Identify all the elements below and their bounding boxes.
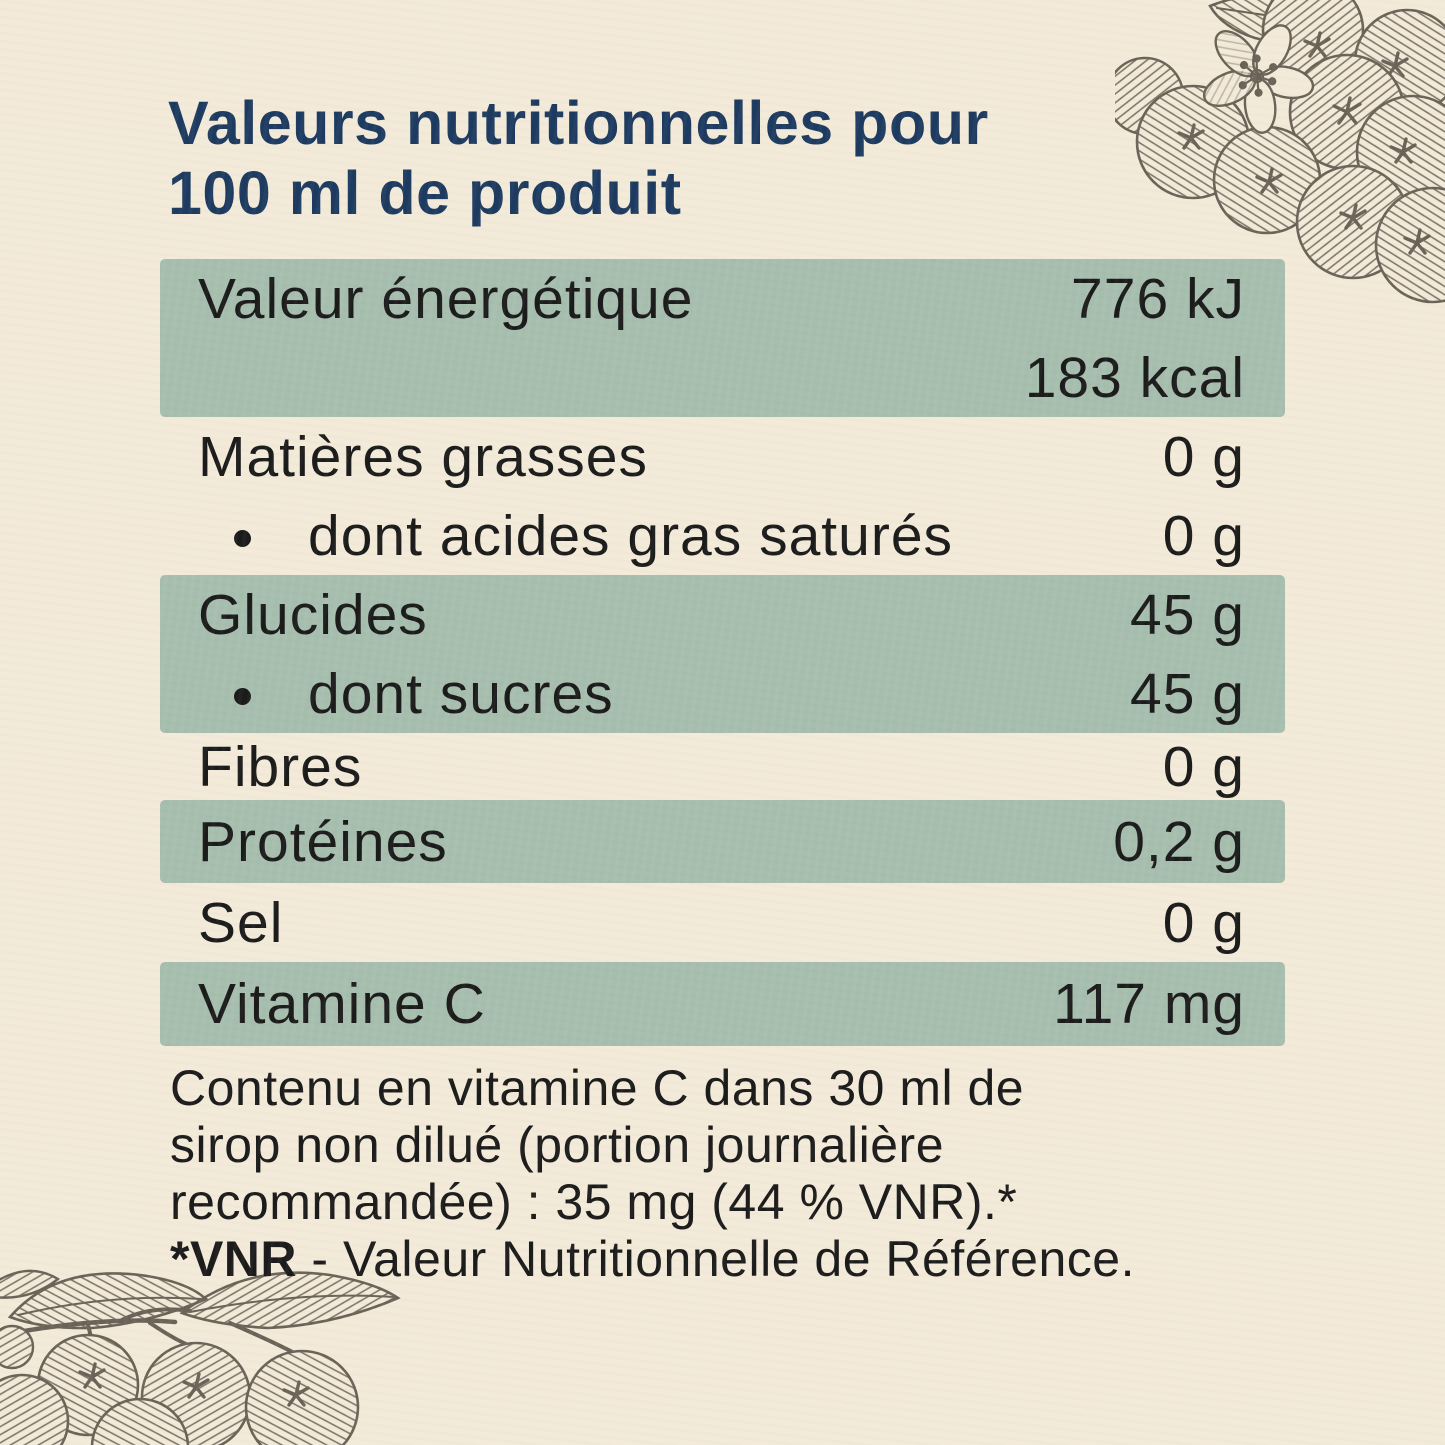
page-title-line-2: 100 ml de produit — [168, 159, 682, 227]
row-label: dont sucres — [308, 661, 614, 726]
footnote: Contenu en vitamine C dans 30 ml de siro… — [170, 1060, 1135, 1288]
row-value: 0 g — [1162, 503, 1245, 568]
footnote-line-4: *VNR - Valeur Nutritionnelle de Référenc… — [170, 1231, 1135, 1288]
row-value: 183 kcal — [1024, 345, 1245, 410]
vnr-abbreviation: *VNR — [170, 1231, 298, 1287]
table-row-saturated-fat: dont acides gras saturés 0 g — [160, 496, 1285, 575]
nutrition-table: Valeur énergétique 776 kJ 183 kcal Matiè… — [160, 259, 1285, 1046]
row-value: 117 mg — [1053, 972, 1245, 1036]
row-label: Matières grasses — [198, 424, 648, 489]
row-value: 0 g — [1162, 890, 1245, 955]
table-row-energy: Valeur énergétique 776 kJ 183 kcal — [160, 259, 1285, 417]
table-row-vitamin-c: Vitamine C 117 mg — [160, 962, 1285, 1046]
footnote-line-1: Contenu en vitamine C dans 30 ml de — [170, 1060, 1025, 1116]
page-title: Valeurs nutritionnelles pour 100 ml de p… — [168, 88, 989, 228]
page-title-line-1: Valeurs nutritionnelles pour — [168, 89, 989, 157]
bullet-icon — [234, 530, 251, 547]
chokeberry-branch-illustration-bottom-left-icon — [0, 1269, 401, 1445]
row-label: Fibres — [198, 734, 363, 799]
row-label: Sel — [198, 890, 284, 955]
footnote-line-2: sirop non dilué (portion journalière — [170, 1117, 945, 1173]
bullet-icon — [234, 688, 251, 705]
row-label: Glucides — [198, 582, 428, 647]
row-label: Vitamine C — [198, 972, 486, 1036]
row-label-group: dont sucres — [198, 661, 614, 727]
row-value: 0,2 g — [1113, 809, 1245, 874]
table-row-protein: Protéines 0,2 g — [160, 800, 1285, 883]
row-label: Protéines — [198, 809, 448, 874]
vnr-definition: - Valeur Nutritionnelle de Référence. — [297, 1231, 1135, 1287]
row-value: 45 g — [1130, 582, 1245, 647]
chokeberry-illustration-top-right-icon — [1115, 0, 1445, 304]
row-value: 0 g — [1162, 734, 1245, 799]
table-row-carbohydrates: Glucides 45 g dont sucres 45 g — [160, 575, 1285, 733]
row-label-group: dont acides gras saturés — [198, 503, 953, 569]
table-row-salt: Sel 0 g — [160, 883, 1285, 962]
row-value: 776 kJ — [1071, 266, 1245, 331]
footnote-line-3: recommandée) : 35 mg (44 % VNR).* — [170, 1174, 1018, 1230]
row-value: 0 g — [1162, 424, 1245, 489]
table-row-fiber: Fibres 0 g — [160, 733, 1285, 800]
table-row-fat: Matières grasses 0 g — [160, 417, 1285, 496]
row-value: 45 g — [1130, 661, 1245, 726]
row-label: dont acides gras saturés — [308, 503, 954, 568]
row-label: Valeur énergétique — [198, 266, 694, 331]
